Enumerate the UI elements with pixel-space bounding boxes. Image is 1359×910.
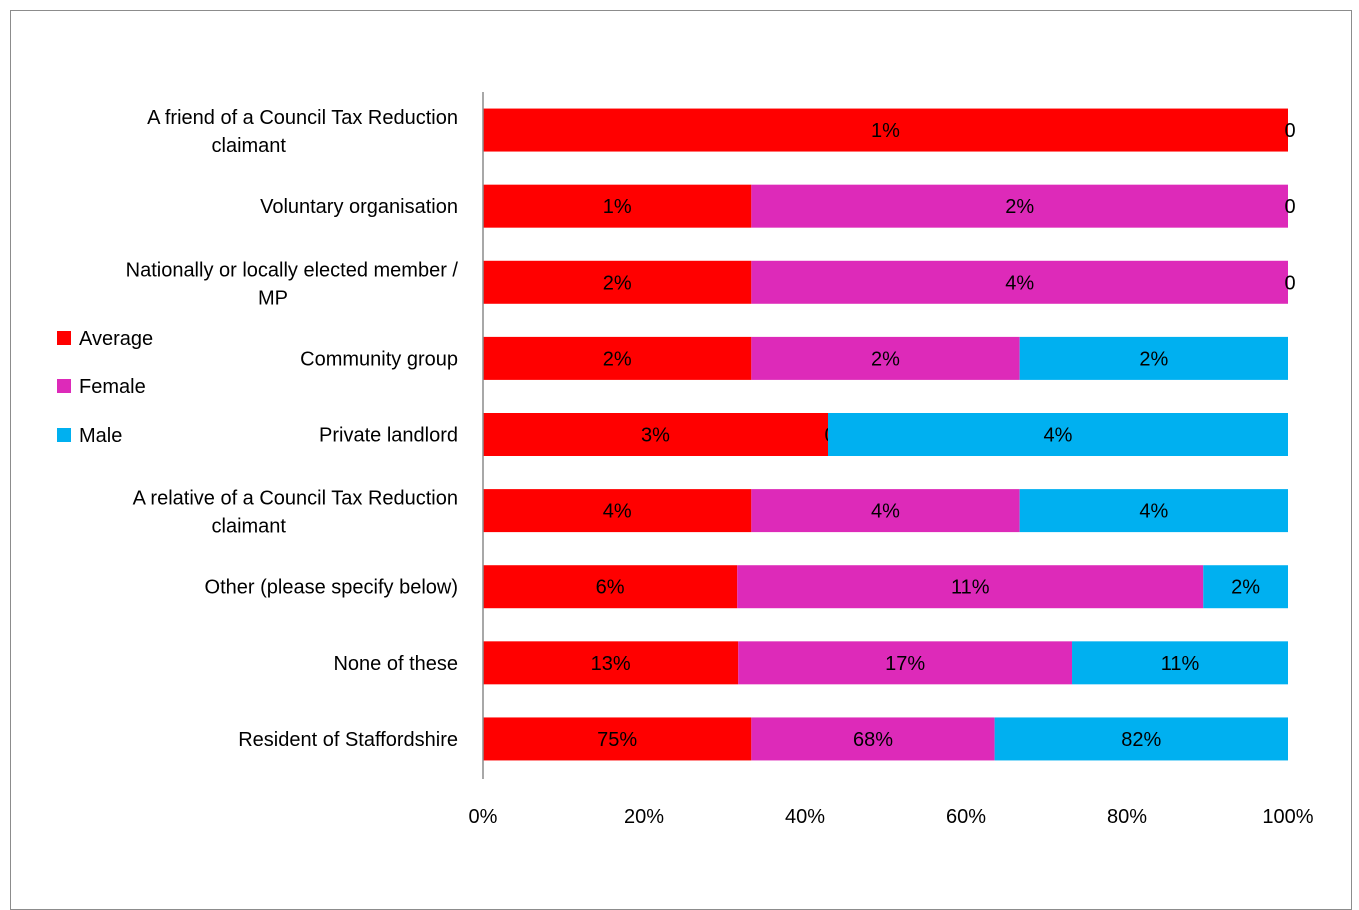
category-label-5: A relative of a Council Tax Reduction cla… (133, 488, 458, 538)
category-label-2: Nationally or locally elected member / MP (126, 259, 459, 309)
legend-swatch-male (57, 428, 71, 442)
bar-average-6 (483, 565, 738, 609)
data-label-average-7: 13% (591, 653, 631, 675)
data-label-male-1: 0 (1284, 196, 1295, 218)
category-label-3: Community group (300, 348, 458, 370)
bar-average-1 (483, 184, 752, 228)
bar-female-3 (751, 336, 1020, 380)
data-label-average-0: 1% (871, 120, 900, 142)
category-label-4: Private landlord (319, 425, 458, 447)
legend-label-female: Female (79, 376, 146, 398)
data-label-male-8: 82% (1121, 729, 1161, 751)
data-label-female-2: 4% (1005, 272, 1034, 294)
data-label-average-3: 2% (603, 348, 632, 370)
category-label-7: None of these (333, 653, 458, 675)
bar-average-4 (483, 413, 828, 456)
bar-average-7 (483, 641, 739, 685)
bar-average-3 (483, 336, 752, 380)
data-label-average-6: 6% (596, 577, 625, 599)
category-label-8: Resident of Staffordshire (238, 729, 458, 751)
data-label-male-7: 11% (1161, 653, 1200, 675)
bar-female-8 (751, 717, 995, 761)
legend-swatch-female (57, 379, 71, 393)
data-label-male-4: 4% (1044, 425, 1073, 447)
stacked-bar-chart: 1% 0 A friend of a Council Tax Reduction cl… (57, 92, 1314, 828)
data-label-female-1: 2% (1005, 196, 1034, 218)
category-label-1: Voluntary organisation (260, 196, 458, 218)
bar-average-5 (483, 489, 752, 533)
x-tick-label-2: 40% (785, 806, 825, 828)
data-label-female-7: 17% (885, 653, 925, 675)
x-tick-label-1: 20% (624, 806, 664, 828)
x-tick-label-0: 0% (469, 806, 498, 828)
data-label-female-3: 2% (871, 348, 900, 370)
data-label-male-6: 2% (1231, 577, 1260, 599)
bar-female-5 (751, 489, 1020, 533)
bar-average-2 (483, 260, 752, 304)
legend-label-average: Average (79, 328, 153, 350)
x-tick-label-3: 60% (946, 806, 986, 828)
x-tick-label-4: 80% (1107, 806, 1147, 828)
bar-female-7 (738, 641, 1073, 685)
data-label-average-5: 4% (603, 501, 632, 523)
bar-male-8 (994, 717, 1288, 761)
bar-male-5 (1019, 489, 1288, 533)
data-label-male-3: 2% (1139, 348, 1168, 370)
bar-male-3 (1019, 336, 1288, 380)
x-tick-label-5: 100% (1262, 806, 1313, 828)
bar-female-6 (737, 565, 1204, 609)
category-label-6: Other (please specify below) (205, 577, 458, 599)
bar-female-1 (751, 184, 1288, 228)
data-label-male-5: 4% (1139, 501, 1168, 523)
legend-label-male: Male (79, 425, 122, 447)
data-label-female-6: 11% (951, 577, 990, 599)
bar-male-4 (828, 413, 1288, 456)
category-label-0: A friend of a Council Tax Reduction claim… (147, 107, 458, 157)
bar-male-7 (1072, 641, 1288, 685)
data-label-average-8: 75% (597, 729, 637, 751)
data-label-female-8: 68% (853, 729, 893, 751)
bar-average-0 (483, 108, 1288, 152)
data-label-male-2: 0 (1284, 272, 1295, 294)
legend-swatch-average (57, 331, 71, 345)
data-label-average-1: 1% (603, 196, 632, 218)
data-label-female-5: 4% (871, 501, 900, 523)
data-label-average-4: 3% (641, 425, 670, 447)
bar-average-8 (483, 717, 752, 761)
data-label-average-2: 2% (603, 272, 632, 294)
data-label-male-0: 0 (1284, 120, 1295, 142)
bar-female-2 (751, 260, 1288, 304)
bar-male-6 (1203, 565, 1288, 609)
